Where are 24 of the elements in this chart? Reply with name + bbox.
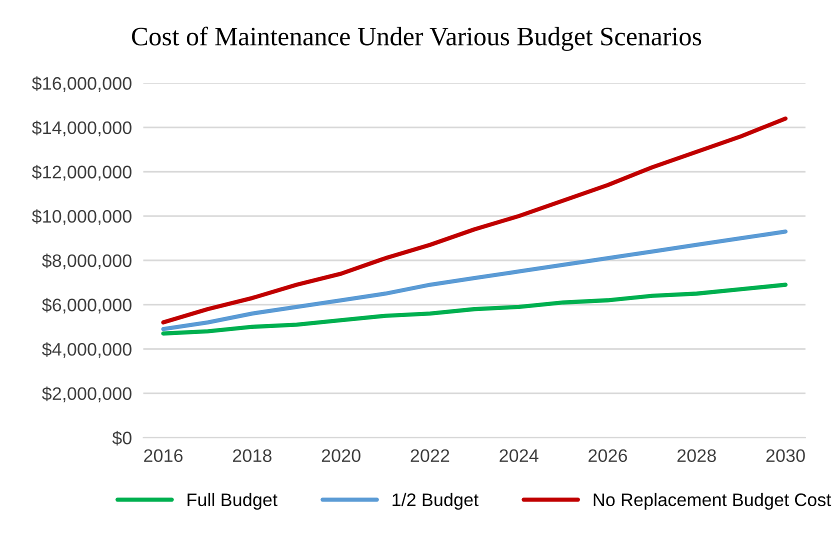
y-tick-label: $4,000,000: [42, 342, 132, 358]
line-series: [161, 229, 788, 332]
y-tick-label: $16,000,000: [32, 76, 132, 92]
y-tick-label: $6,000,000: [42, 298, 132, 314]
x-tick-label: 2016: [144, 449, 183, 462]
y-tick-label: $10,000,000: [32, 209, 132, 225]
legend-label: Full Budget: [188, 492, 278, 510]
x-tick-label: 2020: [322, 449, 360, 462]
x-tick-label: 2028: [677, 449, 716, 462]
y-tick-label: $2,000,000: [42, 386, 132, 402]
x-tick-label: 2018: [232, 449, 272, 462]
line-series: [161, 116, 788, 325]
y-tick-label: $14,000,000: [32, 120, 132, 136]
x-tick-label: 2030: [766, 449, 805, 462]
y-tick-label: $12,000,000: [32, 164, 132, 181]
chart-title: Cost of Maintenance Under Various Budget Scenarios: [132, 26, 702, 51]
legend-label: No Replacement Budget Cost: [594, 492, 832, 510]
line-series: [161, 282, 788, 336]
x-tick-label: 2022: [410, 449, 450, 462]
y-tick-label: $0: [112, 430, 132, 446]
x-tick-label: 2026: [588, 449, 628, 462]
x-tick-label: 2024: [500, 449, 538, 462]
legend-label: 1/2 Budget: [392, 492, 478, 510]
y-tick-label: $8,000,000: [42, 254, 132, 270]
